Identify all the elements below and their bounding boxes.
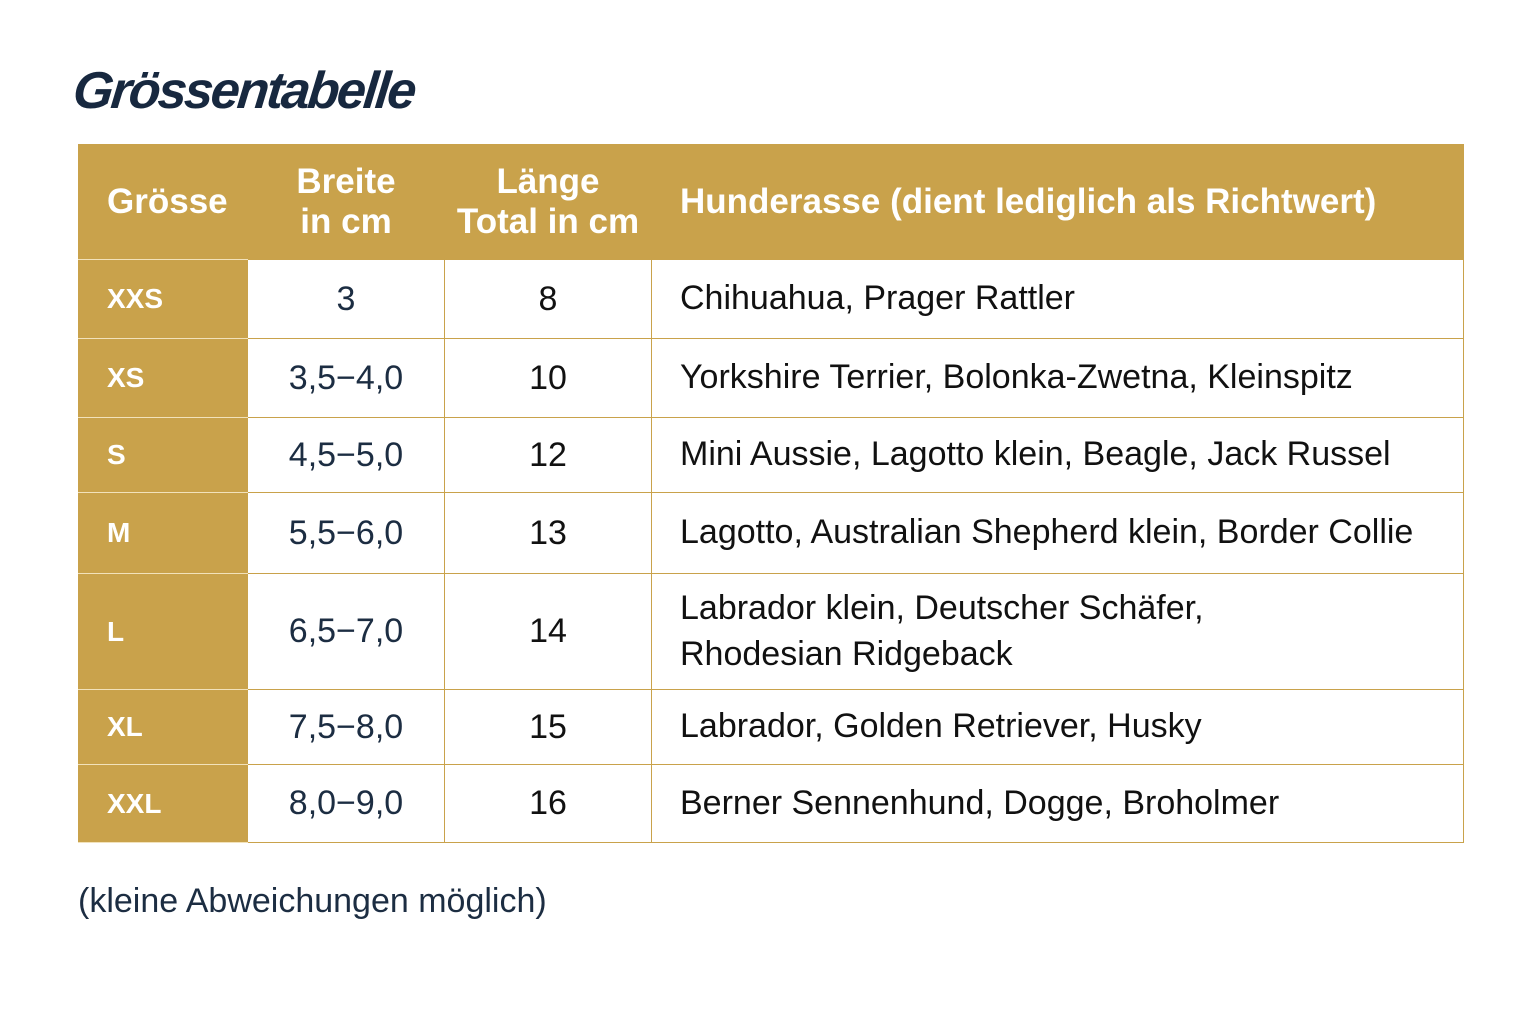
- svg-text:Grössentabelle: Grössentabelle: [70, 62, 418, 120]
